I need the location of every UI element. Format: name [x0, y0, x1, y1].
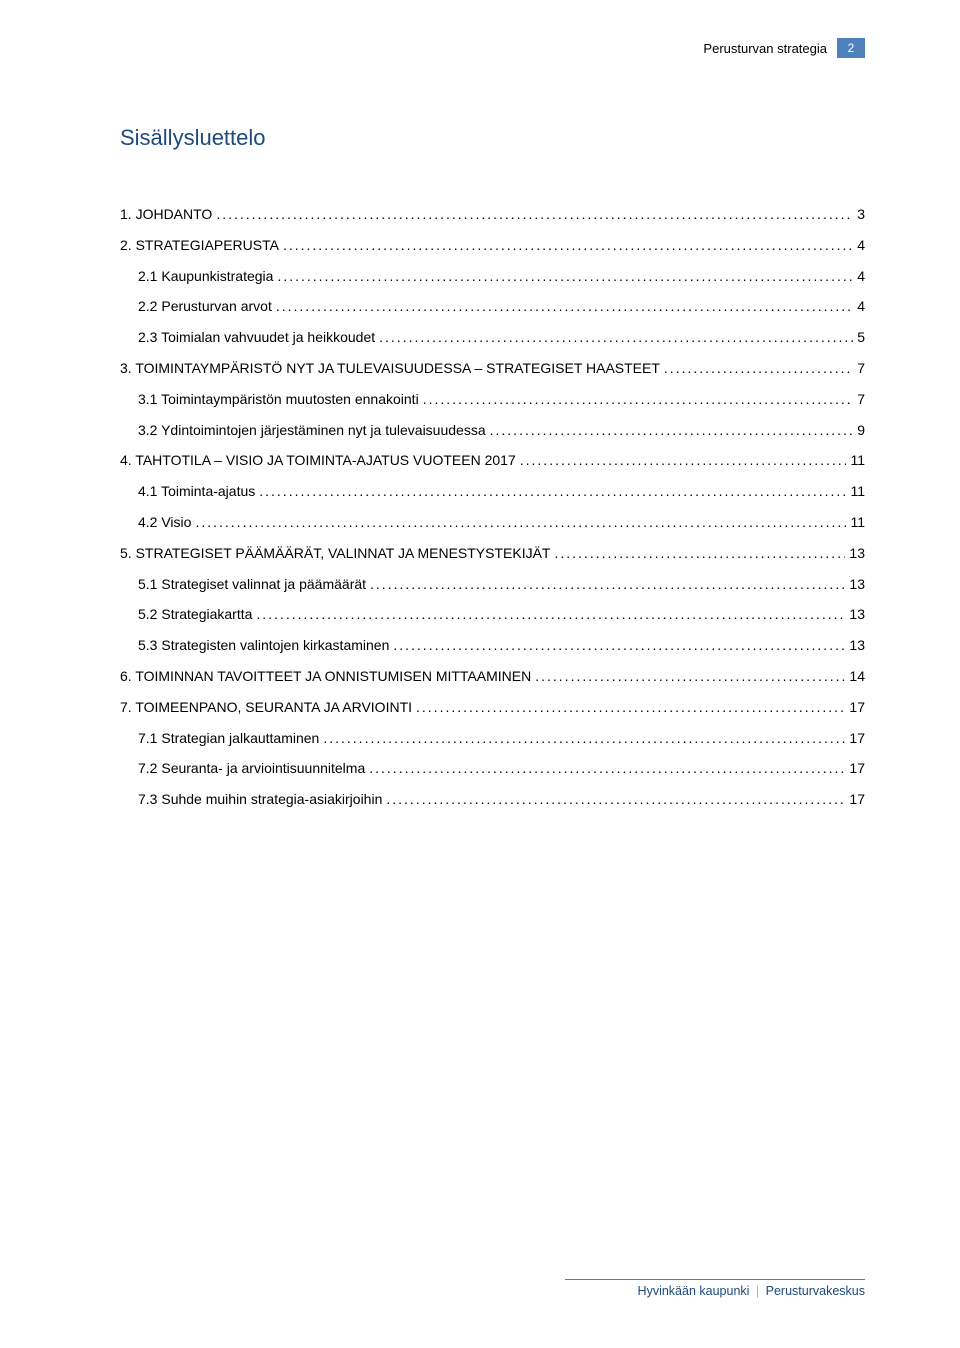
toc-leader-dots: [416, 699, 845, 716]
toc-leader-dots: [554, 545, 845, 562]
toc-entry-page: 11: [850, 514, 865, 531]
toc-entry-page: 4: [857, 237, 865, 254]
toc-entry: 3.2 Ydintoimintojen järjestäminen nyt ja…: [120, 422, 865, 439]
toc-entry-label: 4. TAHTOTILA – VISIO JA TOIMINTA-AJATUS …: [120, 452, 516, 469]
page-number-badge: 2: [837, 38, 865, 58]
toc-entry: 2. STRATEGIAPERUSTA 4: [120, 237, 865, 254]
toc-entry-page: 5: [857, 329, 865, 346]
toc-entry-label: 4.1 Toiminta-ajatus: [120, 483, 255, 500]
toc-leader-dots: [370, 576, 845, 593]
toc-entry-label: 7.1 Strategian jalkauttaminen: [120, 730, 319, 747]
header-right: Perusturvan strategia 2: [703, 38, 865, 58]
toc-leader-dots: [259, 483, 846, 500]
toc-leader-dots: [423, 391, 854, 408]
toc-entry-label: 2.3 Toimialan vahvuudet ja heikkoudet: [120, 329, 375, 346]
toc-entry-page: 14: [849, 668, 865, 685]
toc-leader-dots: [535, 668, 845, 685]
toc-entry-page: 11: [850, 452, 865, 469]
toc-leader-dots: [386, 791, 845, 808]
toc-entry-page: 11: [850, 483, 865, 500]
toc-entry: 7. TOIMEENPANO, SEURANTA JA ARVIOINTI 17: [120, 699, 865, 716]
toc-entry-page: 4: [857, 298, 865, 315]
toc-entry-label: 5.3 Strategisten valintojen kirkastamine…: [120, 637, 389, 654]
toc-entry: 7.2 Seuranta- ja arviointisuunnitelma 17: [120, 760, 865, 777]
toc-leader-dots: [283, 237, 853, 254]
toc-leader-dots: [216, 206, 853, 223]
toc-entry: 5.1 Strategiset valinnat ja päämäärät 13: [120, 576, 865, 593]
toc-entry-label: 7.3 Suhde muihin strategia-asiakirjoihin: [120, 791, 382, 808]
toc-title: Sisällysluettelo: [120, 125, 865, 151]
toc-entry: 3.1 Toimintaympäristön muutosten ennakoi…: [120, 391, 865, 408]
toc-entry: 4. TAHTOTILA – VISIO JA TOIMINTA-AJATUS …: [120, 452, 865, 469]
toc-entry-label: 6. TOIMINNAN TAVOITTEET JA ONNISTUMISEN …: [120, 668, 531, 685]
toc-entry: 3. TOIMINTAYMPÄRISTÖ NYT JA TULEVAISUUDE…: [120, 360, 865, 377]
toc-entry-label: 4.2 Visio: [120, 514, 191, 531]
toc-leader-dots: [369, 760, 845, 777]
toc-leader-dots: [277, 268, 853, 285]
toc-entry: 5.3 Strategisten valintojen kirkastamine…: [120, 637, 865, 654]
toc-leader-dots: [195, 514, 846, 531]
footer: Hyvinkään kaupunki | Perusturvakeskus: [565, 1279, 865, 1298]
toc-entry-label: 2.1 Kaupunkistrategia: [120, 268, 273, 285]
toc-entry-page: 17: [849, 730, 865, 747]
toc-entry-label: 3.1 Toimintaympäristön muutosten ennakoi…: [120, 391, 419, 408]
toc-leader-dots: [379, 329, 853, 346]
toc-entry: 2.3 Toimialan vahvuudet ja heikkoudet 5: [120, 329, 865, 346]
toc-entry-page: 3: [857, 206, 865, 223]
toc-entry-page: 9: [857, 422, 865, 439]
toc-leader-dots: [520, 452, 847, 469]
table-of-contents: 1. JOHDANTO32. STRATEGIAPERUSTA42.1 Kaup…: [120, 206, 865, 808]
toc-entry-label: 7. TOIMEENPANO, SEURANTA JA ARVIOINTI: [120, 699, 412, 716]
toc-entry: 1. JOHDANTO 3: [120, 206, 865, 223]
toc-entry: 7.1 Strategian jalkauttaminen 17: [120, 730, 865, 747]
toc-leader-dots: [393, 637, 845, 654]
footer-left: Hyvinkään kaupunki: [638, 1284, 750, 1298]
toc-entry: 2.1 Kaupunkistrategia 4: [120, 268, 865, 285]
toc-entry-label: 5.1 Strategiset valinnat ja päämäärät: [120, 576, 366, 593]
footer-separator: |: [756, 1284, 759, 1298]
toc-entry-page: 13: [849, 545, 865, 562]
toc-entry-label: 2.2 Perusturvan arvot: [120, 298, 272, 315]
toc-entry-page: 4: [857, 268, 865, 285]
toc-entry-label: 5.2 Strategiakartta: [120, 606, 252, 623]
toc-entry: 5.2 Strategiakartta 13: [120, 606, 865, 623]
toc-entry-label: 1. JOHDANTO: [120, 206, 212, 223]
toc-entry-page: 7: [857, 360, 865, 377]
toc-entry-label: 3. TOIMINTAYMPÄRISTÖ NYT JA TULEVAISUUDE…: [120, 360, 660, 377]
toc-entry-label: 7.2 Seuranta- ja arviointisuunnitelma: [120, 760, 365, 777]
toc-entry: 7.3 Suhde muihin strategia-asiakirjoihin…: [120, 791, 865, 808]
toc-entry-label: 3.2 Ydintoimintojen järjestäminen nyt ja…: [120, 422, 486, 439]
toc-entry-page: 13: [849, 576, 865, 593]
footer-right: Perusturvakeskus: [766, 1284, 865, 1298]
toc-entry-page: 17: [849, 791, 865, 808]
toc-entry-page: 7: [857, 391, 865, 408]
toc-entry-label: 5. STRATEGISET PÄÄMÄÄRÄT, VALINNAT JA ME…: [120, 545, 550, 562]
toc-leader-dots: [256, 606, 845, 623]
toc-entry: 6. TOIMINNAN TAVOITTEET JA ONNISTUMISEN …: [120, 668, 865, 685]
toc-entry-page: 17: [849, 699, 865, 716]
page: Perusturvan strategia 2 Sisällysluettelo…: [0, 0, 960, 1348]
toc-leader-dots: [664, 360, 853, 377]
header-label: Perusturvan strategia: [703, 41, 827, 56]
toc-entry-label: 2. STRATEGIAPERUSTA: [120, 237, 279, 254]
toc-leader-dots: [276, 298, 853, 315]
toc-entry: 2.2 Perusturvan arvot 4: [120, 298, 865, 315]
toc-entry: 4.1 Toiminta-ajatus 11: [120, 483, 865, 500]
toc-entry-page: 13: [849, 637, 865, 654]
toc-entry-page: 17: [849, 760, 865, 777]
toc-leader-dots: [490, 422, 854, 439]
toc-entry: 5. STRATEGISET PÄÄMÄÄRÄT, VALINNAT JA ME…: [120, 545, 865, 562]
toc-leader-dots: [323, 730, 845, 747]
toc-entry: 4.2 Visio 11: [120, 514, 865, 531]
toc-entry-page: 13: [849, 606, 865, 623]
